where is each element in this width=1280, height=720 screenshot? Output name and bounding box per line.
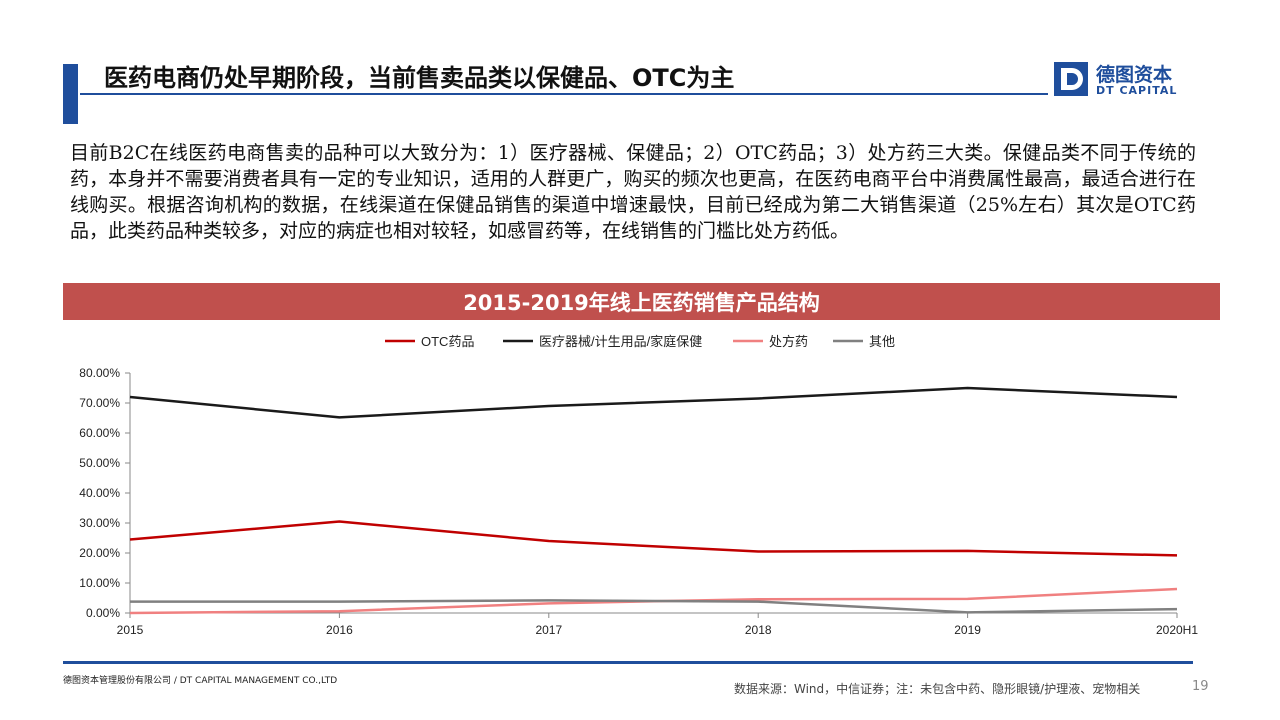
x-axis: 2015 2016 2017 2018 2019 2020H1 (117, 612, 1198, 637)
body-paragraph: 目前B2C在线医药电商售卖的品种可以大致分为：1）医疗器械、保健品；2）OTC药… (70, 142, 1196, 242)
y-tick-label: 20.00% (79, 546, 120, 560)
footer-source: 数据来源：Wind，中信证券；注：未包含中药、隐形眼镜/护理液、宠物相关 (734, 682, 1141, 696)
logo-chinese-name: 德图资本 (1096, 64, 1173, 86)
page-number: 19 (1192, 679, 1209, 694)
series-line (130, 599, 1178, 614)
y-tick-label: 10.00% (79, 576, 120, 590)
y-tick-label: 0.00% (86, 606, 120, 620)
x-tick-label: 2017 (535, 623, 562, 637)
title-divider (80, 93, 1048, 95)
chart-title: 2015-2019年线上医药销售产品结构 (63, 283, 1220, 320)
logo-mark-icon (1054, 62, 1088, 96)
footer-divider (63, 661, 1193, 664)
series-line (129, 386, 1178, 419)
chart-legend: OTC药品 医疗器械/计生用品/家庭保健 处方药 其他 (385, 334, 895, 349)
x-tick-label: 2015 (117, 623, 144, 637)
x-tick-label: 2016 (326, 623, 353, 637)
y-tick-label: 60.00% (79, 426, 120, 440)
y-tick-label: 80.00% (79, 366, 120, 380)
legend-label: 其他 (869, 334, 895, 349)
x-tick-label: 2020H1 (1156, 623, 1198, 637)
y-tick-label: 50.00% (79, 456, 120, 470)
x-tick-label: 2018 (745, 623, 772, 637)
y-tick-label: 40.00% (79, 486, 120, 500)
chart-series (129, 386, 1178, 615)
y-axis: 0.00% 10.00% 20.00% 30.00% 40.00% 50.00% 60.00… (79, 366, 131, 620)
legend-label: OTC药品 (421, 334, 474, 349)
title-accent-bar (63, 64, 78, 124)
legend-label: 医疗器械/计生用品/家庭保健 (539, 334, 702, 349)
legend-label: 处方药 (769, 334, 808, 349)
page-title: 医药电商仍处早期阶段，当前售卖品类以保健品、OTC为主 (104, 64, 735, 92)
logo-english-name: DT CAPITAL (1096, 84, 1178, 97)
x-tick-label: 2019 (954, 623, 981, 637)
footer-company: 德图资本管理股份有限公司 / DT CAPITAL MANAGEMENT CO.… (63, 676, 338, 686)
series-line (129, 520, 1178, 557)
y-tick-label: 70.00% (79, 396, 120, 410)
company-logo: 德图资本 DT CAPITAL (1054, 60, 1184, 100)
y-tick-label: 30.00% (79, 516, 120, 530)
